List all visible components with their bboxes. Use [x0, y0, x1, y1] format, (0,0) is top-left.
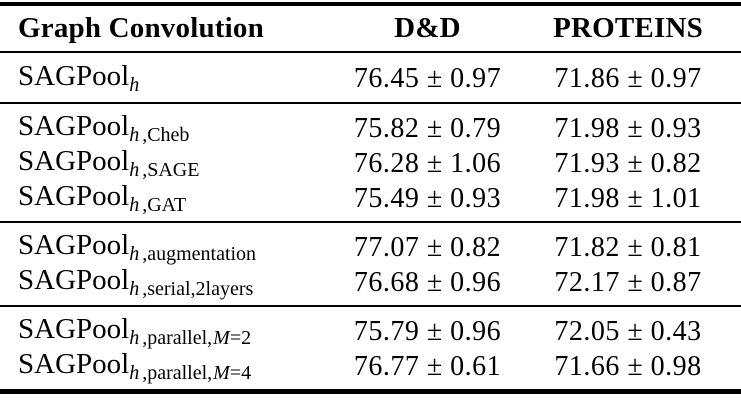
method-subscript: h ,SAGE — [129, 159, 200, 181]
method-sub-text: ,SAGE — [142, 159, 200, 181]
table-group-conv-variants: SAGPoolh ,Cheb 75.82 ± 0.79 71.98 ± 0.93 … — [0, 104, 741, 221]
method-label: SAGPoolh ,serial,2layers — [0, 264, 340, 301]
method-sub-eq: =2 — [229, 327, 252, 349]
method-label: SAGPoolh ,parallel,M=2 — [0, 313, 340, 350]
method-sub-text: ,GAT — [142, 194, 187, 216]
table-group-baseline: SAGPoolh 76.45 ± 0.97 71.86 ± 0.97 — [0, 53, 741, 102]
method-sub-h: h — [129, 243, 140, 265]
proteins-value: 72.17 ± 0.87 — [554, 266, 702, 298]
method-subscript: h ,parallel,M=2 — [129, 327, 251, 349]
method-subscript: h ,augmentation — [129, 243, 257, 265]
header-divider-rule — [0, 51, 741, 53]
table-header-row: Graph Convolution D&D PROTEINS — [0, 6, 741, 51]
proteins-value: 71.98 ± 0.93 — [554, 112, 702, 144]
table-row: SAGPoolh ,parallel,M=2 75.79 ± 0.96 72.05… — [0, 313, 741, 350]
method-sub-text: ,parallel, — [142, 327, 213, 349]
table-row: SAGPoolh ,serial,2layers 76.68 ± 0.96 72.… — [0, 264, 741, 301]
proteins-value: 71.82 ± 0.81 — [554, 231, 702, 263]
method-sub-h: h — [129, 278, 140, 300]
proteins-value: 71.66 ± 0.98 — [554, 350, 702, 382]
method-sub-h: h — [129, 159, 140, 181]
method-subscript: h ,Cheb — [129, 124, 190, 146]
table-row: SAGPoolh ,Cheb 75.82 ± 0.79 71.98 ± 0.93 — [0, 110, 741, 147]
proteins-value: 72.05 ± 0.43 — [554, 315, 702, 347]
column-header-dd: D&D — [394, 12, 461, 44]
method-base: SAGPool — [18, 60, 130, 92]
column-header-proteins: PROTEINS — [553, 12, 703, 44]
method-sub-h: h — [129, 124, 140, 146]
bottom-rule — [0, 389, 741, 394]
method-base: SAGPool — [18, 145, 130, 177]
column-header-graph-convolution: Graph Convolution — [18, 12, 264, 44]
table-row: SAGPoolh 76.45 ± 0.97 71.86 ± 0.97 — [0, 60, 741, 97]
proteins-value: 71.98 ± 1.01 — [554, 182, 702, 214]
method-base: SAGPool — [18, 110, 130, 142]
method-sub-var: M — [213, 362, 230, 384]
proteins-value: 71.93 ± 0.82 — [554, 147, 702, 179]
table-row: SAGPoolh ,SAGE 76.28 ± 1.06 71.93 ± 0.82 — [0, 145, 741, 182]
method-base: SAGPool — [18, 180, 130, 212]
dd-value: 76.45 ± 0.97 — [353, 62, 502, 94]
method-base: SAGPool — [18, 264, 130, 296]
method-subscript: h ,parallel,M=4 — [129, 362, 251, 384]
method-sub-text: ,augmentation — [142, 243, 257, 265]
table-group-augmentation-serial: SAGPoolh ,augmentation 77.07 ± 0.82 71.82… — [0, 223, 741, 305]
method-label: SAGPoolh ,GAT — [0, 180, 340, 217]
group-divider-rule — [0, 102, 741, 104]
method-sub-text: ,Cheb — [142, 124, 190, 146]
table-group-parallel: SAGPoolh ,parallel,M=2 75.79 ± 0.96 72.05… — [0, 307, 741, 389]
method-sub-h: h — [129, 327, 140, 349]
group-divider-rule — [0, 221, 741, 223]
dd-value: 77.07 ± 0.82 — [353, 231, 502, 263]
method-subscript: h ,GAT — [129, 194, 187, 216]
dd-value: 75.82 ± 0.79 — [353, 112, 502, 144]
table-row: SAGPoolh ,GAT 75.49 ± 0.93 71.98 ± 1.01 — [0, 180, 741, 217]
method-subscript: h ,serial,2layers — [129, 278, 254, 300]
table-row: SAGPoolh ,augmentation 77.07 ± 0.82 71.82… — [0, 229, 741, 266]
method-sub-text: ,parallel, — [142, 362, 213, 384]
dd-value: 76.68 ± 0.96 — [353, 266, 502, 298]
method-subscript: h — [129, 74, 143, 96]
table-row: SAGPoolh ,parallel,M=4 76.77 ± 0.61 71.66… — [0, 348, 741, 385]
dd-value: 76.77 ± 0.61 — [353, 350, 502, 382]
method-sub-var: M — [213, 327, 230, 349]
method-label: SAGPoolh ,augmentation — [0, 229, 340, 266]
method-base: SAGPool — [18, 313, 130, 345]
method-sub-text: ,serial,2layers — [142, 278, 254, 300]
top-rule — [0, 2, 741, 6]
method-base: SAGPool — [18, 229, 130, 261]
proteins-value: 71.86 ± 0.97 — [554, 62, 702, 94]
method-base: SAGPool — [18, 348, 130, 380]
method-sub-h: h — [129, 362, 140, 384]
method-label: SAGPoolh ,SAGE — [0, 145, 340, 182]
dd-value: 75.79 ± 0.96 — [353, 315, 502, 347]
group-divider-rule — [0, 305, 741, 307]
method-sub-h: h — [129, 74, 140, 96]
dd-value: 76.28 ± 1.06 — [353, 147, 502, 179]
method-label: SAGPoolh ,Cheb — [0, 110, 340, 147]
method-label: SAGPoolh ,parallel,M=4 — [0, 348, 340, 385]
method-sub-eq: =4 — [229, 362, 252, 384]
method-label: SAGPoolh — [0, 60, 340, 97]
dd-value: 75.49 ± 0.93 — [353, 182, 502, 214]
method-sub-h: h — [129, 194, 140, 216]
